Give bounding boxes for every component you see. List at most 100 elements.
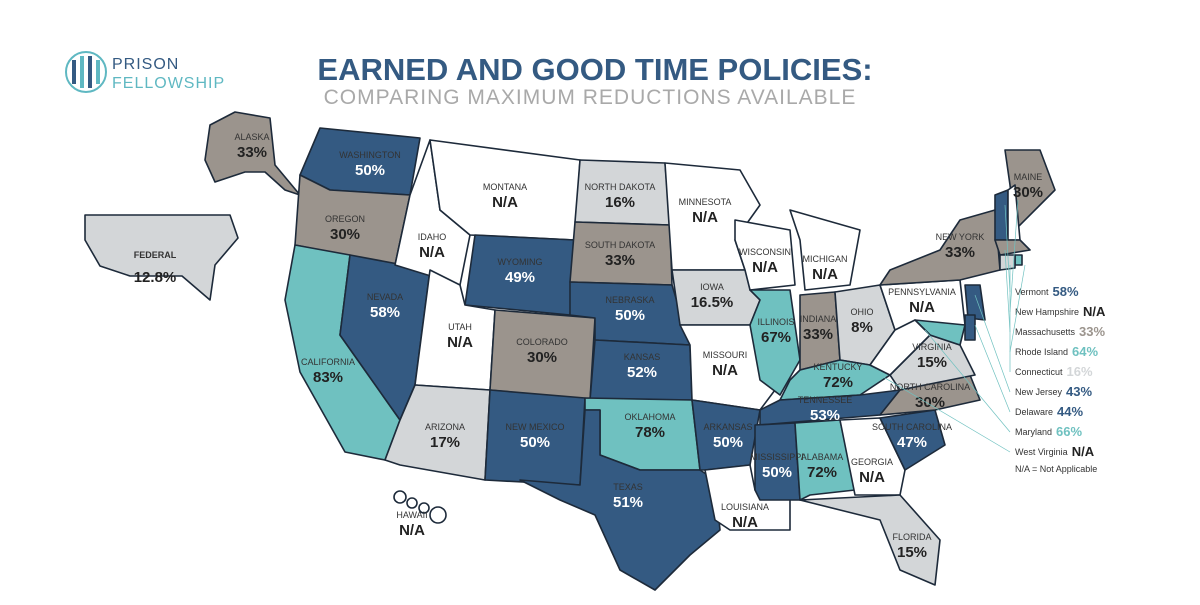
- state-name: NEBRASKA: [605, 295, 654, 305]
- state-shape: [999, 254, 1016, 271]
- state-name: New Hampshire: [1015, 307, 1079, 317]
- state-shape: [879, 374, 981, 416]
- state-value: N/A: [909, 299, 935, 316]
- state-value: 50%: [615, 307, 645, 324]
- state-name: NEW YORK: [936, 232, 985, 242]
- state-value: 30%: [527, 349, 557, 366]
- state-value: 67%: [761, 329, 791, 346]
- state-value: 15%: [897, 544, 927, 561]
- state-shape: [799, 494, 941, 586]
- state-name: UTAH: [448, 322, 472, 332]
- state-name: NORTH DAKOTA: [585, 182, 656, 192]
- state-value: 49%: [505, 269, 535, 286]
- state-value: N/A: [419, 244, 445, 261]
- leader-line: [1009, 264, 1026, 353]
- state-value: 50%: [762, 464, 792, 481]
- state-shape: [406, 497, 418, 509]
- state-value: 33%: [803, 326, 833, 343]
- state-value: 43%: [1066, 384, 1092, 399]
- state-shape: [393, 490, 407, 504]
- footnote: N/A = Not Applicable: [1015, 464, 1097, 474]
- state-name: Massachusetts: [1015, 327, 1076, 337]
- state-value: 8%: [851, 319, 873, 336]
- state-value: 72%: [823, 374, 853, 391]
- logo-text: FELLOWSHIP: [112, 75, 225, 92]
- state-value: N/A: [752, 259, 778, 276]
- state-name: IOWA: [700, 282, 724, 292]
- state-shape: [994, 189, 1009, 241]
- state-value: N/A: [712, 362, 738, 379]
- state-shape: [879, 409, 946, 471]
- state-value: N/A: [732, 514, 758, 531]
- state-name: Vermont: [1015, 287, 1049, 297]
- state-value: 47%: [897, 434, 927, 451]
- title: EARNED AND GOOD TIME POLICIES:: [317, 52, 872, 87]
- state-shape: [964, 314, 976, 341]
- logo-text: PRISON: [112, 56, 179, 73]
- state-value: N/A: [859, 469, 885, 486]
- state-shape: [879, 209, 1001, 286]
- state-value: 33%: [605, 252, 635, 269]
- state-shape: [519, 409, 721, 591]
- state-shape: [1014, 254, 1023, 266]
- state-name: WISCONSIN: [739, 247, 791, 257]
- state-value: 50%: [355, 162, 385, 179]
- state-name: TENNESSEE: [798, 395, 853, 405]
- state-value: N/A: [1083, 304, 1106, 319]
- state-name: NORTH CAROLINA: [890, 382, 970, 392]
- state-name: OHIO: [850, 307, 873, 317]
- state-name: OKLAHOMA: [624, 412, 675, 422]
- state-name: MAINE: [1014, 172, 1043, 182]
- state-name: PENNSYLVANIA: [888, 287, 956, 297]
- state-value: 78%: [635, 424, 665, 441]
- leader-line: [974, 294, 1011, 393]
- state-value: 33%: [1079, 324, 1105, 339]
- state-value: N/A: [492, 194, 518, 211]
- state-value: 16.5%: [691, 294, 734, 311]
- state-value: 51%: [613, 494, 643, 511]
- leader-line: [1004, 204, 1011, 293]
- state-name: FEDERAL: [134, 250, 177, 260]
- state-name: FLORIDA: [892, 532, 931, 542]
- state-name: Maryland: [1015, 427, 1052, 437]
- logo: PRISON FELLOWSHIP: [65, 51, 225, 93]
- state-name: New Jersey: [1015, 387, 1063, 397]
- state-value: N/A: [692, 209, 718, 226]
- state-name: West Virginia: [1015, 447, 1068, 457]
- state-name: VIRGINIA: [912, 342, 952, 352]
- state-labels: ALASKA 33% FEDERAL 12.8% WASHINGTON 50% OREGON…: [134, 132, 1106, 561]
- state-value: 17%: [430, 434, 460, 451]
- state-name: HAWAII: [396, 510, 427, 520]
- state-name: IDAHO: [418, 232, 447, 242]
- state-value: 50%: [520, 434, 550, 451]
- state-value: 50%: [713, 434, 743, 451]
- leader-line: [879, 374, 1011, 453]
- state-name: MINNESOTA: [679, 197, 732, 207]
- state-value: 44%: [1057, 404, 1083, 419]
- state-value: 30%: [1013, 184, 1043, 201]
- state-value: 72%: [807, 464, 837, 481]
- state-value: 15%: [917, 354, 947, 371]
- state-name: ALASKA: [234, 132, 269, 142]
- subtitle: COMPARING MAXIMUM REDUCTIONS AVAILABLE: [324, 86, 857, 109]
- state-name: ARIZONA: [425, 422, 465, 432]
- state-shape: [794, 419, 856, 501]
- state-name: KENTUCKY: [813, 362, 862, 372]
- state-value: 58%: [1053, 284, 1079, 299]
- state-name: MICHIGAN: [803, 254, 848, 264]
- state-shape: [869, 319, 931, 376]
- state-value: 33%: [945, 244, 975, 261]
- state-name: KANSAS: [624, 352, 661, 362]
- state-name: WASHINGTON: [339, 150, 401, 160]
- state-name: MISSISSIPPI: [750, 452, 804, 462]
- state-value: 53%: [810, 407, 840, 424]
- state-shape: [754, 422, 801, 501]
- state-name: Connecticut: [1015, 367, 1063, 377]
- state-name: SOUTH CAROLINA: [872, 422, 952, 432]
- state-name: ALABAMA: [801, 452, 844, 462]
- state-name: OREGON: [325, 214, 365, 224]
- state-name: SOUTH DAKOTA: [585, 240, 655, 250]
- state-shape: [789, 209, 861, 291]
- state-value: 64%: [1072, 344, 1098, 359]
- state-name: INDIANA: [800, 314, 837, 324]
